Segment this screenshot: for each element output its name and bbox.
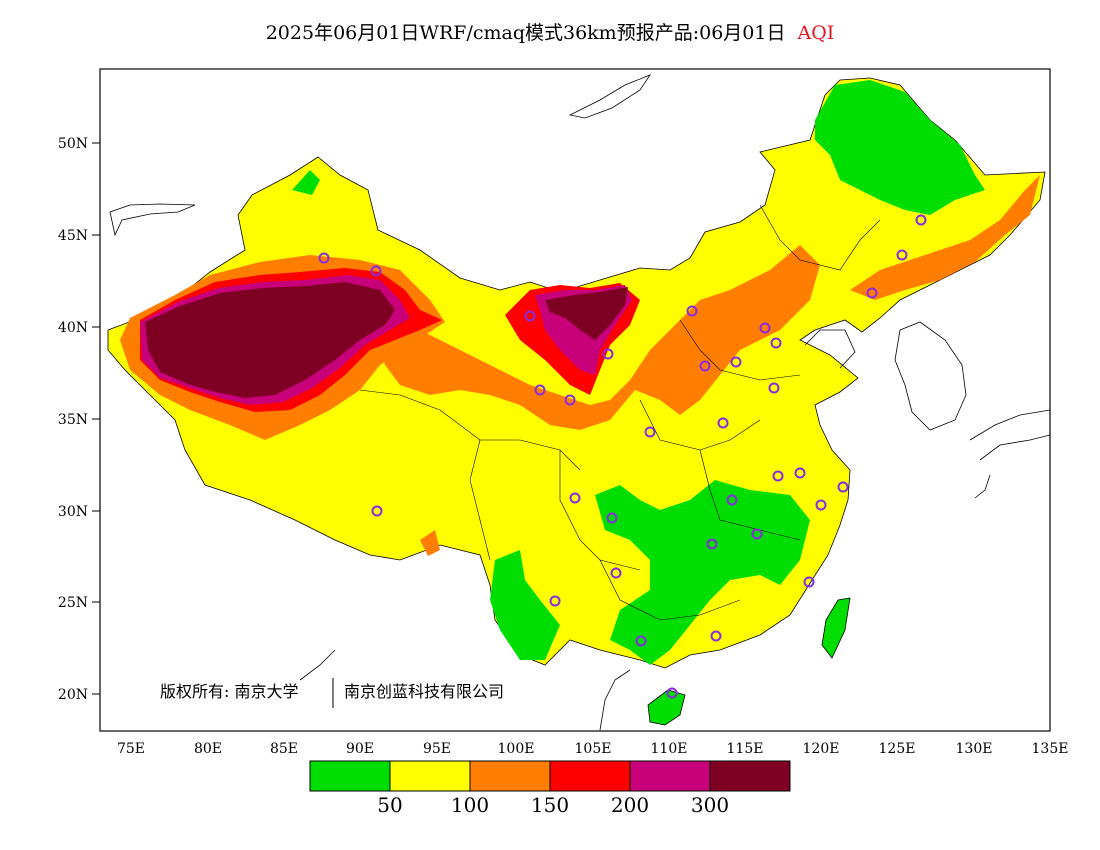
japan-coastline [969, 409, 1050, 499]
lon-tick-label: 115E [727, 741, 764, 757]
green-northeast [815, 80, 985, 215]
city-marker [759, 322, 771, 334]
lon-tick-label: 105E [575, 741, 612, 757]
lat-tick-label: 30N [58, 504, 88, 520]
city-marker [635, 635, 647, 647]
legend-label: 200 [611, 793, 649, 817]
city-marker [710, 630, 722, 642]
city-marker [564, 394, 576, 406]
city-marker [706, 538, 718, 550]
city-marker [751, 528, 763, 540]
city-marker [896, 249, 908, 261]
city-marker [524, 310, 536, 322]
city-marker [606, 512, 618, 524]
city-marker [726, 494, 738, 506]
map-area [107, 74, 1050, 731]
city-marker [371, 505, 383, 517]
province-borders [359, 204, 881, 621]
city-markers [318, 214, 927, 699]
lon-tick-label: 95E [423, 741, 451, 757]
legend-label: 100 [451, 793, 489, 817]
lon-tick-label: 75E [117, 741, 145, 757]
city-marker [569, 492, 581, 504]
city-marker [549, 595, 561, 607]
legend-label: 150 [531, 793, 569, 817]
lon-tick-label: 110E [651, 741, 688, 757]
legend-swatch [549, 760, 631, 792]
legend-swatch [709, 760, 791, 792]
city-marker [794, 467, 806, 479]
city-marker [866, 287, 878, 299]
lon-tick-label: 125E [879, 741, 916, 757]
map-title: 2025年06月01日WRF/cmaq模式36km预报产品:06月01日 AQI [0, 18, 1100, 45]
city-marker [915, 214, 927, 226]
city-marker [815, 499, 827, 511]
longitude-axis: 75E 80E 85E 90E 95E 100E 105E 110E 115E … [117, 741, 1069, 757]
legend-swatch [629, 760, 711, 792]
copyright-right: 南京创蓝科技有限公司 [344, 682, 504, 701]
legend-swatch [309, 760, 391, 792]
lon-tick-label: 130E [956, 741, 993, 757]
balkhash-lake [109, 203, 196, 237]
green-northwest [292, 170, 320, 195]
copyright-left: 版权所有: 南京大学 [160, 682, 298, 701]
city-marker [370, 265, 382, 277]
maroon-taklamakan [145, 282, 395, 398]
aqi-color-legend: 50 100 150 200 300 [309, 760, 791, 817]
lon-tick-label: 85E [270, 741, 298, 757]
city-marker [803, 576, 815, 588]
taiwan-island [821, 597, 851, 659]
city-marker [699, 360, 711, 372]
city-marker [837, 481, 849, 493]
maroon-central [545, 287, 628, 340]
latitude-axis: 50N 45N 40N 35N 30N 25N 20N [58, 136, 100, 703]
map-frame [99, 68, 1051, 732]
title-variable: AQI [797, 22, 835, 44]
lat-tick-label: 50N [58, 136, 88, 152]
legend-swatch [469, 760, 551, 792]
southeast-asia-coastline [299, 649, 631, 731]
lon-tick-label: 135E [1032, 741, 1069, 757]
lon-tick-label: 80E [194, 741, 222, 757]
orange-northwest-small [420, 530, 440, 556]
legend-label: 50 [377, 793, 402, 817]
lat-tick-label: 35N [58, 412, 88, 428]
lat-tick-label: 20N [58, 687, 88, 703]
baikal-lake [568, 74, 652, 119]
city-marker [770, 337, 782, 349]
city-marker [644, 426, 656, 438]
hainan-island [647, 689, 686, 726]
city-marker [772, 470, 784, 482]
city-marker [686, 305, 698, 317]
city-marker [534, 384, 546, 396]
lat-tick-label: 45N [58, 228, 88, 244]
legend-label: 300 [691, 793, 729, 817]
orange-northeast [850, 175, 1040, 300]
city-marker [768, 382, 780, 394]
city-marker [730, 356, 742, 368]
lat-tick-label: 25N [58, 595, 88, 611]
city-marker [717, 417, 729, 429]
green-southwest [490, 550, 560, 660]
korea-coastline [894, 321, 967, 431]
lon-tick-label: 90E [346, 741, 374, 757]
green-south [595, 480, 810, 665]
lon-tick-label: 100E [498, 741, 535, 757]
title-main: 2025年06月01日WRF/cmaq模式36km预报产品:06月01日 [265, 22, 786, 44]
city-marker [666, 687, 678, 699]
bohai-coastline [804, 329, 856, 369]
orange-central [380, 245, 820, 430]
lon-tick-label: 120E [803, 741, 840, 757]
legend-swatch [389, 760, 471, 792]
city-marker [602, 348, 614, 360]
city-marker [318, 252, 330, 264]
city-marker [610, 567, 622, 579]
lat-tick-label: 40N [58, 320, 88, 336]
